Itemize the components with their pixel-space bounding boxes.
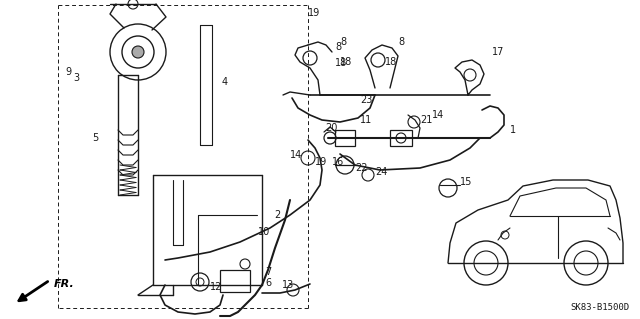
Text: 20: 20 xyxy=(325,123,337,133)
Text: 8: 8 xyxy=(398,37,404,47)
Text: 18: 18 xyxy=(385,57,397,67)
Text: 18: 18 xyxy=(340,57,352,67)
Text: 4: 4 xyxy=(222,77,228,87)
Bar xyxy=(220,270,250,292)
Text: 19: 19 xyxy=(315,157,327,167)
Text: 19: 19 xyxy=(308,8,320,18)
Text: 14: 14 xyxy=(432,110,444,120)
Text: 16: 16 xyxy=(332,157,344,167)
Text: 14: 14 xyxy=(290,150,302,160)
Text: 23: 23 xyxy=(360,95,372,105)
Text: 9: 9 xyxy=(65,67,71,77)
Text: SK83-B1500D: SK83-B1500D xyxy=(570,303,629,312)
Text: 21: 21 xyxy=(420,115,433,125)
Text: 8: 8 xyxy=(335,42,341,52)
Text: 7: 7 xyxy=(265,267,271,277)
Text: 13: 13 xyxy=(282,280,294,290)
Text: 11: 11 xyxy=(360,115,372,125)
Text: 3: 3 xyxy=(73,73,79,83)
Text: 10: 10 xyxy=(258,227,270,237)
Text: 15: 15 xyxy=(460,177,472,187)
Text: 17: 17 xyxy=(492,47,504,57)
Bar xyxy=(390,130,412,146)
Text: 18: 18 xyxy=(335,58,348,68)
Text: 2: 2 xyxy=(274,210,280,220)
Text: 6: 6 xyxy=(265,278,271,288)
Text: 24: 24 xyxy=(375,167,387,177)
Circle shape xyxy=(132,46,144,58)
Bar xyxy=(335,130,355,146)
Text: FR.: FR. xyxy=(54,279,75,289)
Text: 8: 8 xyxy=(340,37,346,47)
Text: 12: 12 xyxy=(210,282,222,292)
Text: 22: 22 xyxy=(355,163,367,173)
Text: 5: 5 xyxy=(92,133,99,143)
Text: 1: 1 xyxy=(510,125,516,135)
